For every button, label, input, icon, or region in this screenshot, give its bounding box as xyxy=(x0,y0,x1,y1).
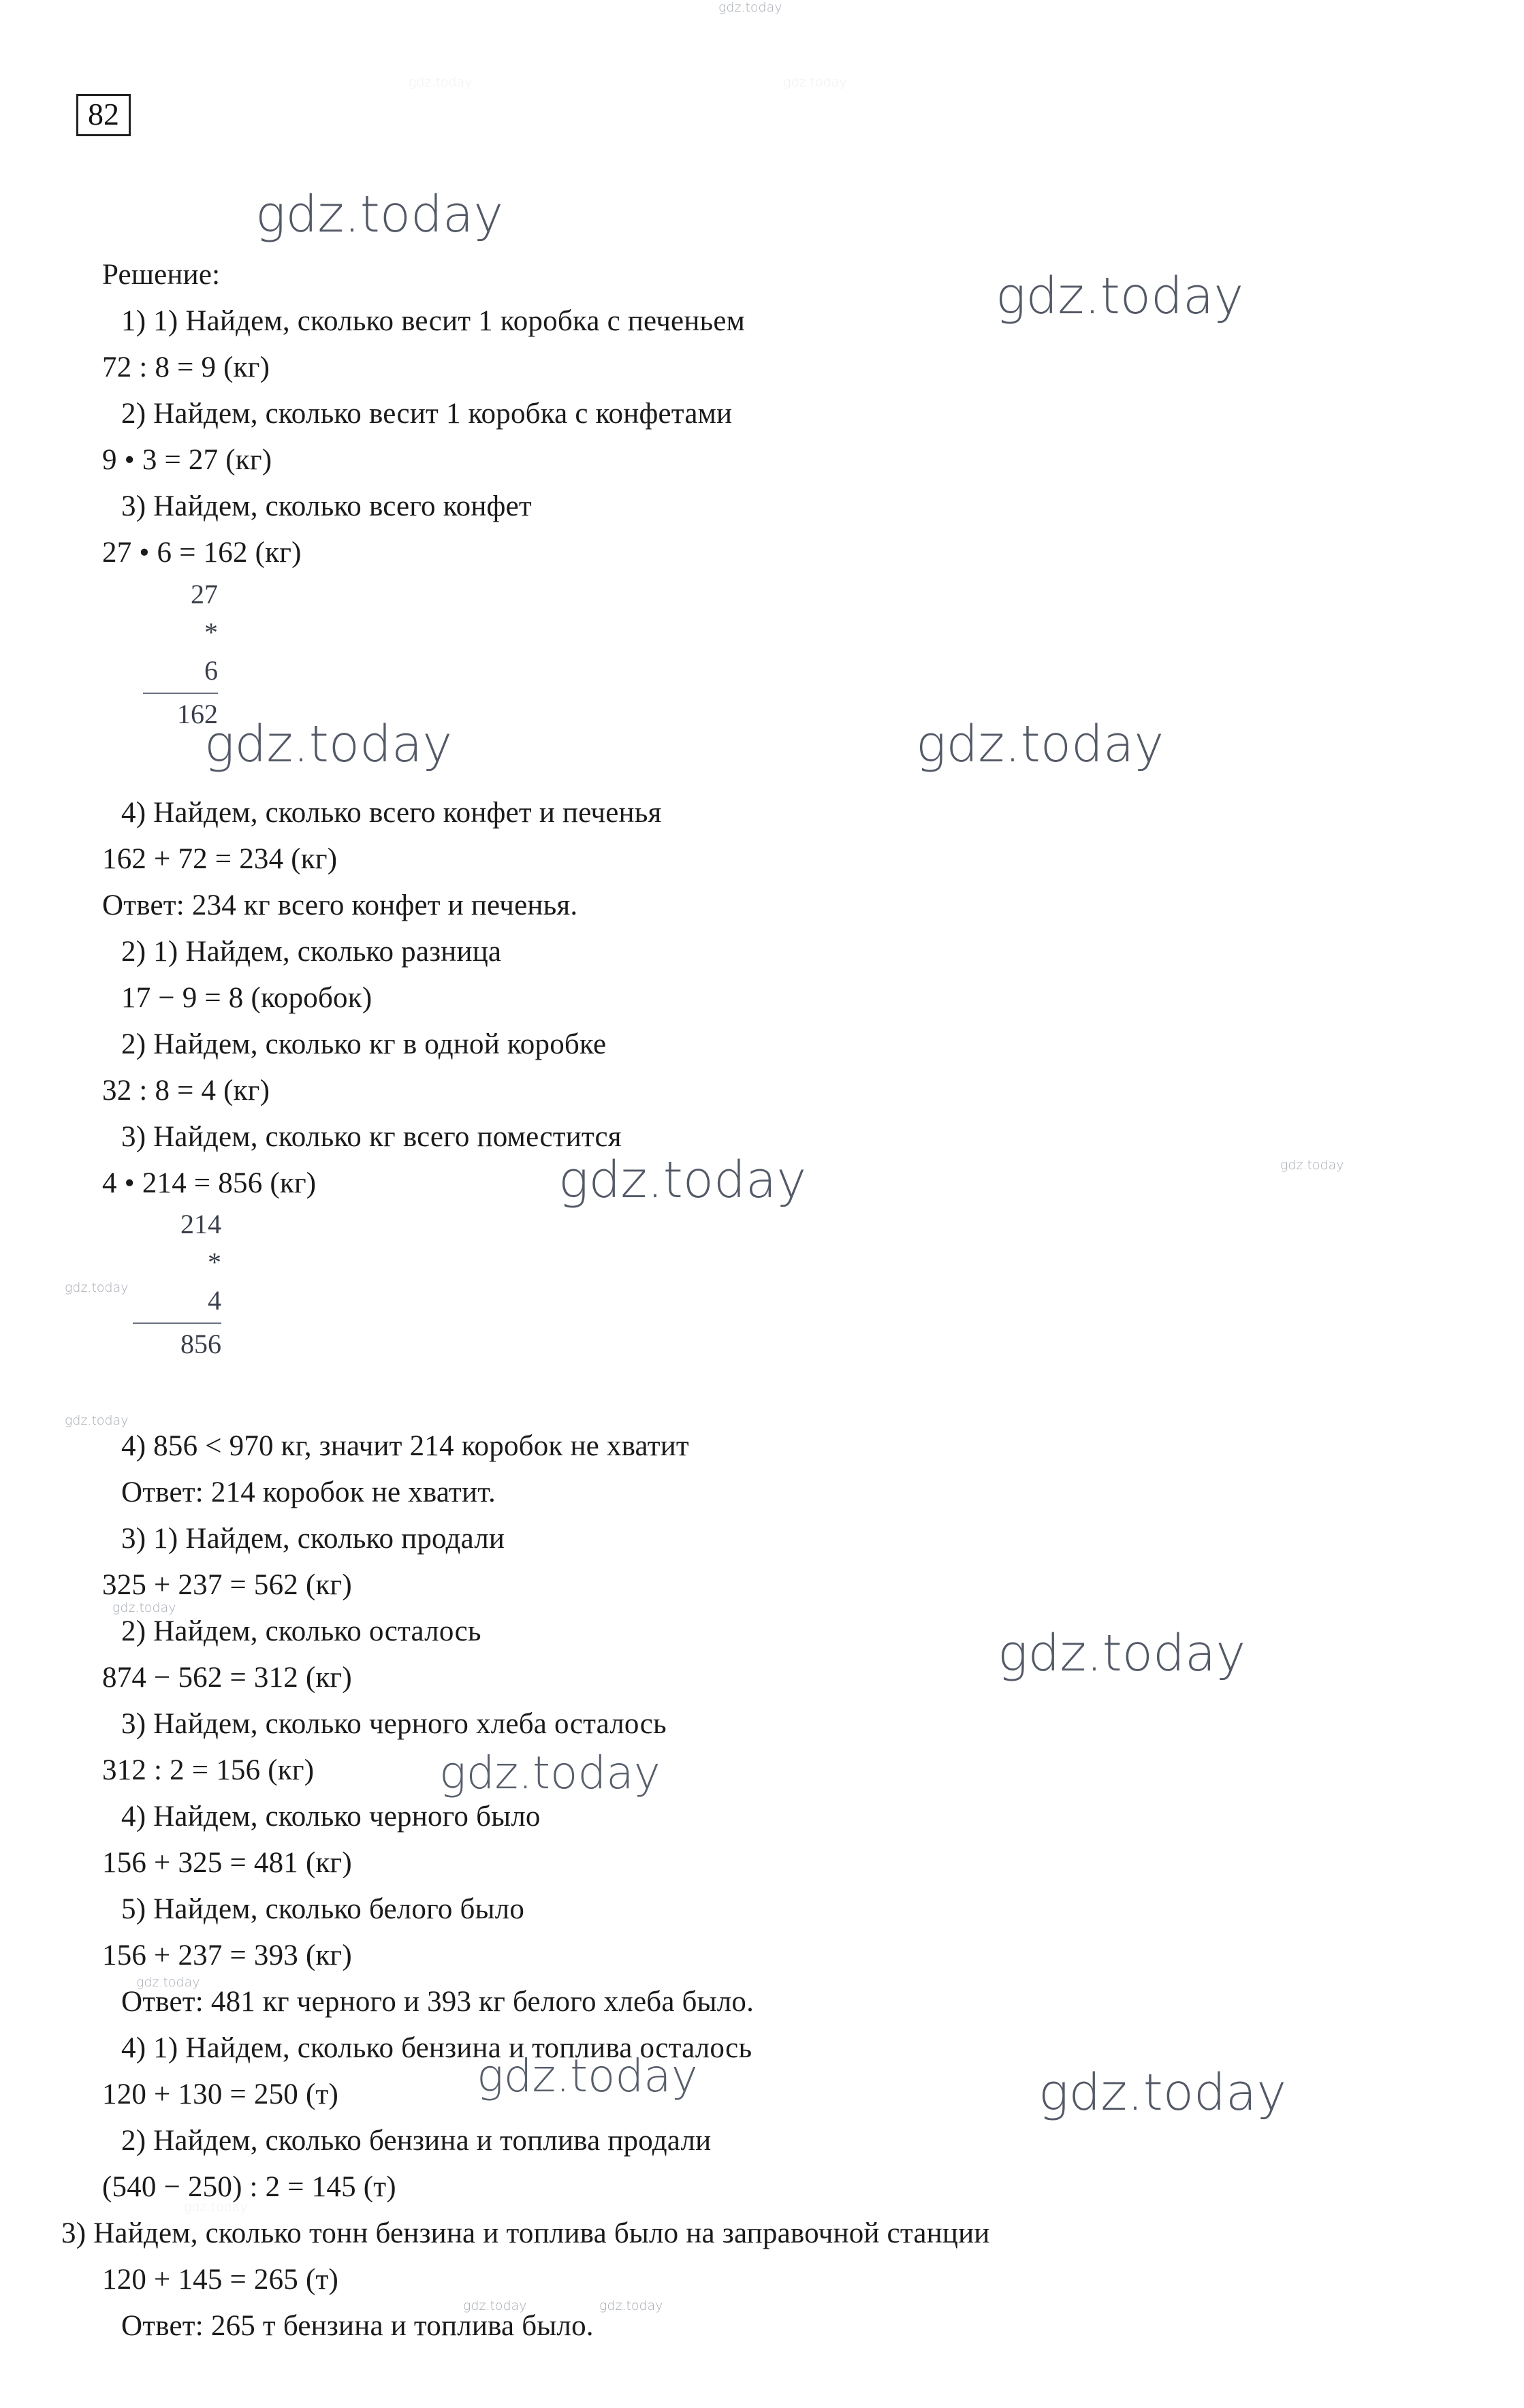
solution-line: 3) Найдем, сколько черного хлеба осталос… xyxy=(121,1708,667,1740)
watermark-text: gdz.today xyxy=(916,715,1164,774)
solution-line: 27 • 6 = 162 (кг) xyxy=(102,537,302,569)
multiplicand: 214 xyxy=(180,1209,221,1239)
multiply-operator-icon: * xyxy=(204,617,218,648)
solution-block: Решение: 1) 1) Найдем, сколько весит 1 к… xyxy=(102,252,1471,576)
solution-line: 1) 1) Найдем, сколько весит 1 коробка с … xyxy=(121,305,746,337)
watermark-text: gdz.today xyxy=(204,715,453,774)
watermark-text: gdz.today xyxy=(65,1280,129,1295)
solution-line: 2) Найдем, сколько осталось xyxy=(121,1615,481,1647)
solution-line: 325 + 237 = 562 (кг) xyxy=(102,1569,352,1601)
solution-line: Ответ: 214 коробок не хватит. xyxy=(121,1476,496,1508)
solution-line: Ответ: 481 кг черного и 393 кг белого хл… xyxy=(121,1986,755,2018)
multiply-operator-icon: * xyxy=(208,1247,221,1278)
solution-line: 5) Найдем, сколько белого было xyxy=(121,1893,525,1925)
solution-line: 3) Найдем, сколько кг всего поместится xyxy=(121,1121,622,1153)
exercise-number: 82 xyxy=(76,94,131,136)
solution-line: 4) Найдем, сколько черного было xyxy=(121,1801,541,1833)
solution-line: 874 − 562 = 312 (кг) xyxy=(102,1662,352,1694)
solution-line: 2) 1) Найдем, сколько разница xyxy=(121,936,502,968)
solution-line: 4) 1) Найдем, сколько бензина и топлива … xyxy=(121,2032,752,2064)
solution-line: 9 • 3 = 27 (кг) xyxy=(102,444,272,476)
solution-line: 120 + 145 = 265 (т) xyxy=(102,2264,338,2296)
solution-line: 32 : 8 = 4 (кг) xyxy=(102,1075,270,1107)
watermark-text: gdz.today xyxy=(409,75,473,90)
solution-line: 3) Найдем, сколько тонн бензина и топлив… xyxy=(61,2217,990,2249)
watermark-text: gdz.today xyxy=(783,75,847,90)
solution-line: Ответ: 234 кг всего конфет и печенья. xyxy=(102,889,578,921)
solution-heading: Решение: xyxy=(102,259,221,291)
watermark-text: gdz.today xyxy=(255,185,504,244)
solution-line: 3) Найдем, сколько всего конфет xyxy=(121,490,532,522)
solution-line: 4 • 214 = 856 (кг) xyxy=(102,1167,317,1199)
solution-line: 156 + 325 = 481 (кг) xyxy=(102,1847,352,1879)
product: 162 xyxy=(177,699,218,729)
solution-line: 4) 856 < 970 кг, значит 214 коробок не х… xyxy=(121,1430,689,1462)
column-multiplication-2: 214 * 4 856 xyxy=(133,1205,221,1363)
multiplier: 6 xyxy=(204,655,218,686)
solution-line: 156 + 237 = 393 (кг) xyxy=(102,1939,352,1971)
solution-line: 312 : 2 = 156 (кг) xyxy=(102,1754,315,1786)
solution-line: (540 − 250) : 2 = 145 (т) xyxy=(102,2171,396,2203)
sum-rule xyxy=(133,1322,221,1324)
solution-line: 2) Найдем, сколько весит 1 коробка с кон… xyxy=(121,398,733,430)
multiplicand: 27 xyxy=(191,579,218,609)
solution-line: 2) Найдем, сколько бензина и топлива про… xyxy=(121,2125,712,2157)
sum-rule xyxy=(143,693,218,694)
watermark-text: gdz.today xyxy=(718,0,782,15)
solution-line: 4) Найдем, сколько всего конфет и печень… xyxy=(121,797,662,829)
solution-lines-part2: 4) Найдем, сколько всего конфет и печень… xyxy=(102,790,1471,1207)
solution-line: 120 + 130 = 250 (т) xyxy=(102,2078,338,2110)
multiplier: 4 xyxy=(208,1285,221,1316)
solution-lines-part1: 1) 1) Найдем, сколько весит 1 коробка с … xyxy=(102,298,1471,576)
solution-line: 72 : 8 = 9 (кг) xyxy=(102,351,270,383)
solution-block-2: 4) Найдем, сколько всего конфет и печень… xyxy=(102,790,1471,1207)
solution-line: 17 − 9 = 8 (коробок) xyxy=(121,982,372,1014)
product: 856 xyxy=(180,1329,221,1359)
solution-line: 162 + 72 = 234 (кг) xyxy=(102,843,338,875)
solution-line: 2) Найдем, сколько кг в одной коробке xyxy=(121,1028,607,1060)
solution-lines-part3: 4) 856 < 970 кг, значит 214 коробок не х… xyxy=(61,1423,1471,2349)
column-multiplication-1: 27 * 6 162 xyxy=(143,575,218,733)
solution-line: 3) 1) Найдем, сколько продали xyxy=(121,1523,505,1555)
solution-block-3: 4) 856 < 970 кг, значит 214 коробок не х… xyxy=(61,1423,1471,2349)
solution-line: Ответ: 265 т бензина и топлива было. xyxy=(121,2310,594,2342)
